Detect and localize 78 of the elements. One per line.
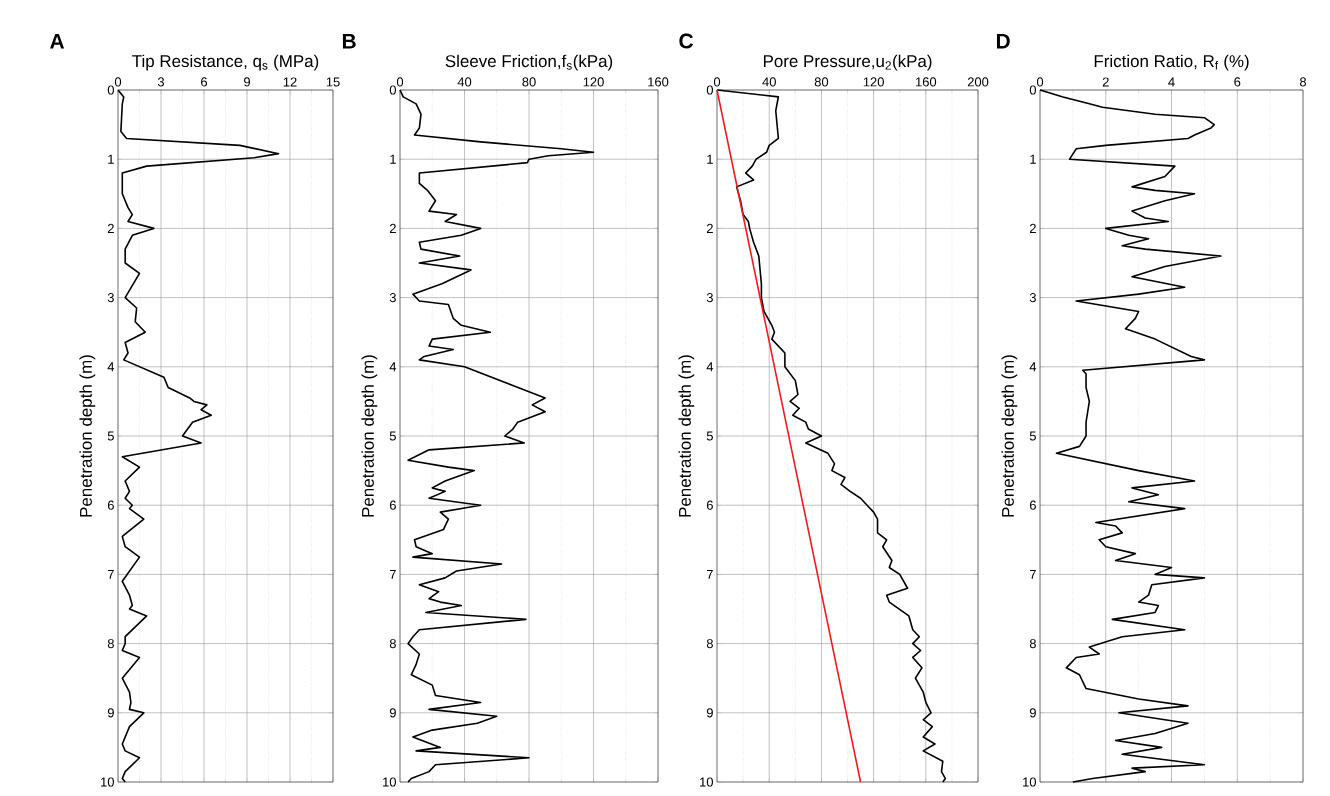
y-axis-title: Penetration depth (m) <box>678 355 695 517</box>
y-tick-label: 5 <box>107 431 114 441</box>
x-tick-label: 0 <box>396 77 404 87</box>
y-tick-label: 5 <box>706 431 713 441</box>
y-tick-label: 8 <box>389 639 396 649</box>
y-tick-label: 8 <box>107 639 114 649</box>
y-tick-label: 4 <box>706 362 714 372</box>
y-tick-label: 0 <box>706 85 713 95</box>
x-tick-label: 120 <box>583 77 604 87</box>
x-axis-title: Sleeve Friction,f$_{s}$(kPa) <box>445 54 613 71</box>
y-tick-label: 9 <box>107 708 114 718</box>
chart-title: A <box>50 34 65 49</box>
y-tick-label: 9 <box>389 708 396 718</box>
y-tick-label: 9 <box>706 708 713 718</box>
chart-title: D <box>996 34 1010 49</box>
y-tick-label: 0 <box>107 85 114 95</box>
x-tick-label: 80 <box>814 77 829 87</box>
y-tick-label: 10 <box>1023 777 1037 787</box>
y-tick-label: 3 <box>389 293 396 303</box>
y-axis-title: Penetration depth (m) <box>79 355 96 517</box>
x-tick-label: 3 <box>157 77 165 87</box>
x-tick-label: 0 <box>114 77 122 87</box>
x-tick-label: 160 <box>648 77 669 87</box>
y-tick-label: 2 <box>706 223 713 233</box>
x-tick-label: 40 <box>457 77 472 87</box>
y-tick-label: 2 <box>107 223 114 233</box>
y-axis-title: Penetration depth (m) <box>361 355 378 517</box>
y-tick-label: 1 <box>390 154 396 164</box>
y-tick-label: 8 <box>1029 639 1036 649</box>
x-tick-label: 2 <box>1102 77 1109 87</box>
y-tick-label: 4 <box>1029 362 1037 372</box>
x-axis-title: Pore Pressure,u$_{2}$(kPa) <box>763 54 932 71</box>
y-tick-label: 6 <box>706 500 713 510</box>
y-tick-label: 2 <box>1029 223 1036 233</box>
y-axis-title: Penetration depth (m) <box>1001 355 1018 517</box>
y-tick-label: 1 <box>1030 154 1036 164</box>
y-tick-label: 4 <box>107 362 115 372</box>
y-tick-label: 7 <box>389 569 396 579</box>
x-tick-label: 12 <box>283 77 297 87</box>
y-tick-label: 5 <box>389 431 396 441</box>
y-tick-label: 3 <box>107 293 114 303</box>
x-tick-label: 80 <box>522 77 536 87</box>
chart-title: C <box>679 33 694 49</box>
y-tick-label: 6 <box>389 500 396 510</box>
y-tick-label: 9 <box>1029 708 1036 718</box>
y-tick-label: 0 <box>389 85 396 95</box>
y-tick-label: 7 <box>107 569 114 579</box>
x-axis-title: Friction Ratio, R$_{f}$ (%) <box>1094 54 1249 71</box>
y-tick-label: 7 <box>1029 569 1036 579</box>
y-tick-label: 1 <box>707 154 713 164</box>
y-tick-label: 10 <box>101 777 114 787</box>
x-tick-label: 40 <box>762 77 776 87</box>
x-tick-label: 120 <box>863 77 884 87</box>
x-tick-label: 8 <box>1299 77 1307 87</box>
x-tick-label: 160 <box>916 77 937 87</box>
y-tick-label: 6 <box>107 500 114 510</box>
y-tick-label: 10 <box>700 777 713 787</box>
y-tick-label: 8 <box>706 639 713 649</box>
x-tick-label: 6 <box>1234 77 1241 87</box>
x-axis-title: Tip Resistance, q$_{s}$ (MPa) <box>132 54 319 71</box>
y-tick-label: 3 <box>706 293 713 303</box>
y-tick-label: 3 <box>1029 293 1036 303</box>
x-tick-label: 6 <box>201 77 208 87</box>
x-tick-label: 0 <box>1036 77 1044 87</box>
x-tick-label: 0 <box>713 77 721 87</box>
x-tick-label: 200 <box>967 77 989 87</box>
y-tick-label: 0 <box>1029 85 1037 95</box>
y-tick-label: 1 <box>108 154 114 164</box>
x-tick-label: 15 <box>326 77 340 87</box>
x-tick-label: 4 <box>1168 77 1175 87</box>
y-tick-label: 7 <box>706 569 713 579</box>
y-tick-label: 6 <box>1029 500 1036 510</box>
y-tick-label: 5 <box>1029 431 1036 441</box>
chart-title: B <box>342 34 356 49</box>
x-tick-label: 9 <box>244 77 250 87</box>
y-tick-label: 4 <box>389 362 397 372</box>
y-tick-label: 2 <box>389 223 396 233</box>
y-tick-label: 10 <box>383 777 396 787</box>
